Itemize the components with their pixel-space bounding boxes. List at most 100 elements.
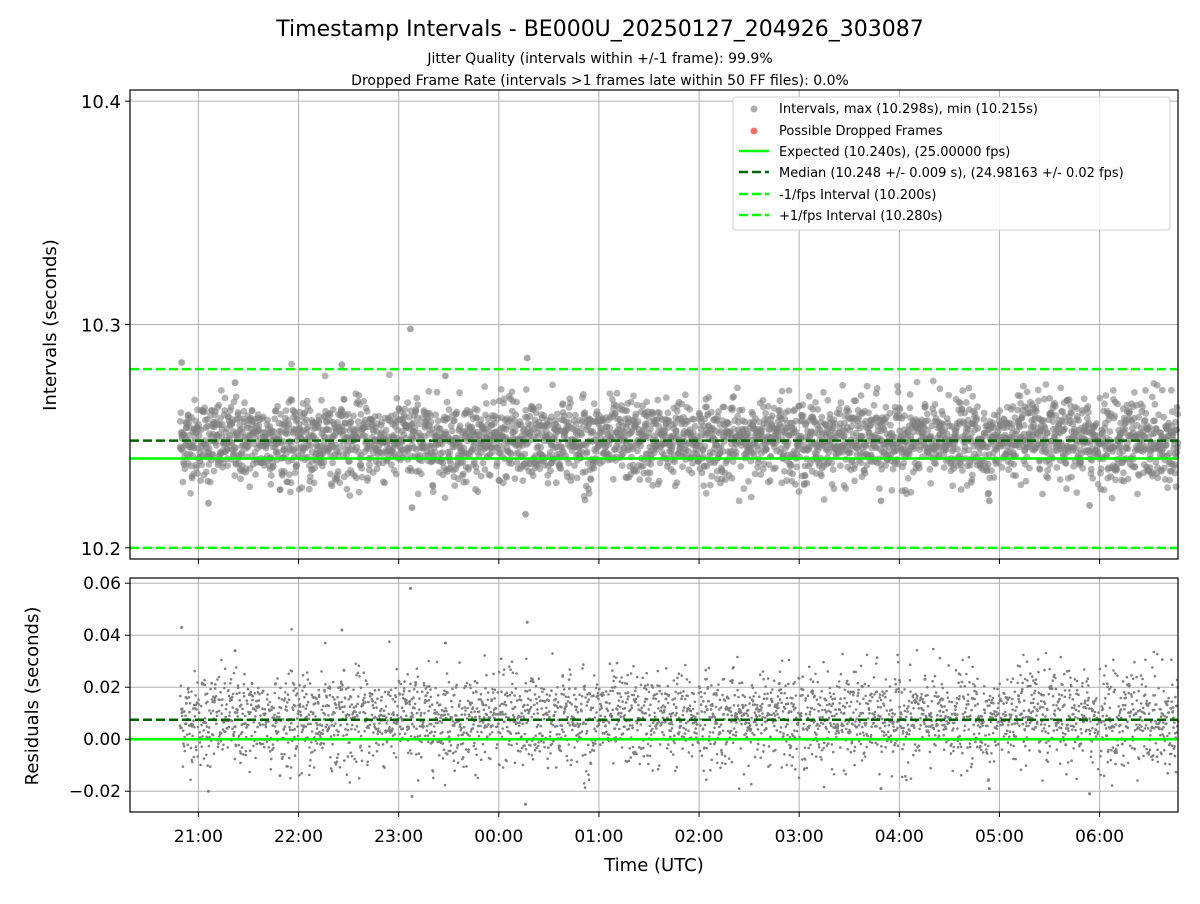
residual-point: [548, 716, 551, 719]
residual-point: [200, 705, 203, 708]
residual-point: [303, 685, 306, 688]
residual-point: [348, 698, 351, 701]
residual-point: [457, 744, 460, 747]
residual-point: [377, 727, 380, 730]
residual-point: [341, 701, 344, 704]
residual-point: [529, 744, 532, 747]
residual-point: [311, 730, 314, 733]
residual-point: [418, 697, 421, 700]
interval-point: [656, 478, 663, 485]
interval-point: [274, 403, 281, 410]
interval-point: [194, 470, 201, 477]
residual-point: [237, 684, 240, 687]
residual-point: [401, 706, 404, 709]
residual-point: [250, 691, 253, 694]
residual-point: [303, 696, 306, 699]
residual-point: [568, 668, 571, 671]
residual-point: [199, 741, 202, 744]
interval-point: [483, 400, 490, 407]
interval-point: [1057, 476, 1064, 483]
interval-point: [584, 448, 591, 455]
residual-point: [336, 696, 339, 699]
residual-point: [386, 741, 389, 744]
residual-point: [352, 688, 355, 691]
residual-point: [555, 766, 558, 769]
interval-point: [1081, 395, 1088, 402]
residual-point: [480, 731, 483, 734]
residual-point: [567, 696, 570, 699]
residual-point: [228, 695, 231, 698]
residual-point: [381, 732, 384, 735]
residual-point: [356, 725, 359, 728]
interval-point: [393, 395, 400, 402]
interval-point: [1154, 475, 1161, 482]
residual-point: [398, 681, 401, 684]
interval-point: [762, 410, 769, 417]
interval-point: [1122, 426, 1129, 433]
residual-point: [509, 694, 512, 697]
interval-point: [341, 396, 348, 403]
residual-point: [575, 709, 578, 712]
residual-point: [492, 714, 495, 717]
interval-point: [669, 442, 676, 449]
interval-outlier-0: [178, 359, 185, 366]
residual-point: [306, 671, 309, 674]
residual-point: [543, 746, 546, 749]
residual-point: [444, 693, 447, 696]
residual-point: [341, 684, 344, 687]
residual-point: [307, 701, 310, 704]
interval-point: [1068, 410, 1075, 417]
interval-point: [907, 391, 914, 398]
interval-point: [415, 401, 422, 408]
residual-point: [287, 741, 290, 744]
residual-point: [243, 695, 246, 698]
interval-point: [1160, 414, 1167, 421]
residual-point: [385, 716, 388, 719]
residual-point: [420, 714, 423, 717]
residual-point: [436, 661, 439, 664]
residual-point: [194, 694, 197, 697]
residual-point: [428, 685, 431, 688]
interval-point: [1012, 472, 1019, 479]
interval-point: [432, 411, 439, 418]
residual-point: [376, 697, 379, 700]
residual-point: [522, 764, 525, 767]
residual-point: [501, 736, 504, 739]
residual-point: [536, 702, 539, 705]
residual-point: [333, 712, 336, 715]
residual-point: [207, 731, 210, 734]
residual-point: [396, 668, 399, 671]
residual-point: [472, 706, 475, 709]
interval-point: [1131, 389, 1138, 396]
interval-point: [187, 490, 194, 497]
residual-point: [519, 750, 522, 753]
interval-point: [503, 474, 510, 481]
residual-point: [292, 709, 295, 712]
residual-point: [553, 714, 556, 717]
residual-point: [573, 694, 576, 697]
residual-point: [409, 683, 412, 686]
residual-point: [556, 733, 559, 736]
residual-point: [394, 687, 397, 690]
interval-point: [941, 464, 948, 471]
interval-point: [1010, 461, 1017, 468]
residual-point: [316, 742, 319, 745]
residual-point: [574, 724, 577, 727]
residual-point: [388, 641, 391, 644]
residual-point: [195, 745, 198, 748]
interval-point: [637, 442, 644, 449]
residual-point: [237, 687, 240, 690]
residual-point: [279, 774, 282, 777]
interval-outlier-8: [205, 500, 212, 507]
residual-point: [556, 725, 559, 728]
interval-point: [1126, 409, 1133, 416]
residual-point: [329, 687, 332, 690]
residual-point: [373, 723, 376, 726]
residual-point: [209, 765, 212, 768]
residual-point: [576, 706, 579, 709]
interval-point: [206, 445, 213, 452]
residual-point: [372, 707, 375, 710]
residual-point: [439, 703, 442, 706]
residual-point: [332, 681, 335, 684]
interval-point: [734, 413, 741, 420]
